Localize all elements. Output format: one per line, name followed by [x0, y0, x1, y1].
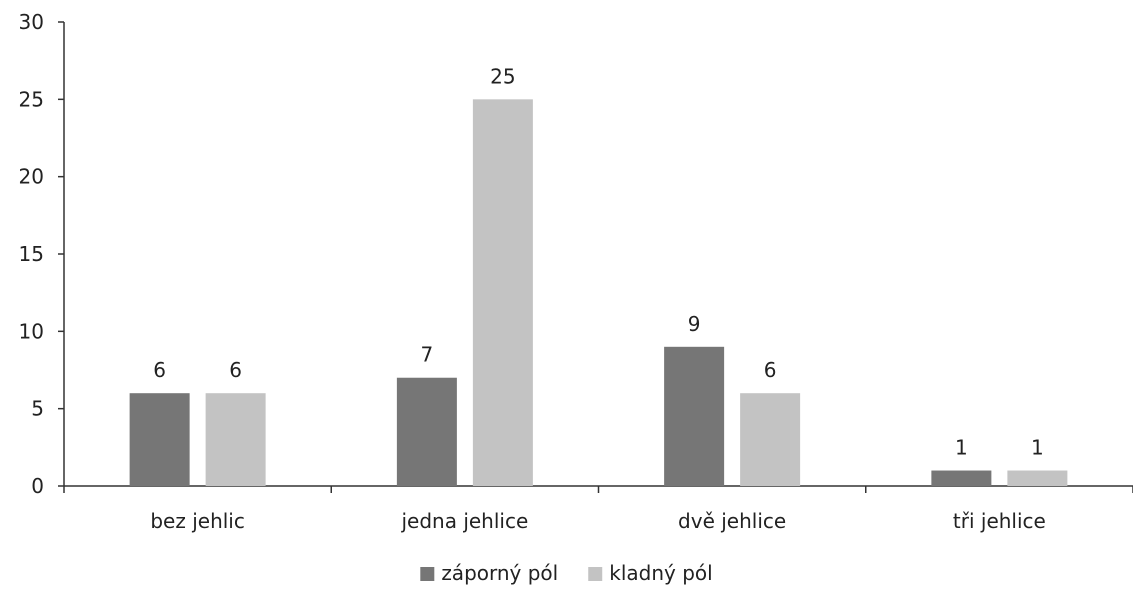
- y-tick-label: 0: [31, 474, 44, 498]
- bar: [396, 377, 457, 486]
- x-category-label: jedna jehlice: [400, 509, 528, 533]
- data-label: 6: [764, 358, 777, 382]
- legend-swatch: [588, 567, 603, 581]
- data-label: 1: [1031, 436, 1044, 460]
- data-label: 6: [229, 358, 242, 382]
- bar: [1007, 470, 1068, 486]
- x-axis: bez jehlic jedna jehlice dvě jehlice tři je…: [63, 485, 1133, 533]
- legend-item: kladný pól: [588, 561, 713, 585]
- bars: [129, 99, 1068, 486]
- x-category-label: dvě jehlice: [678, 509, 786, 533]
- bar: [740, 393, 801, 486]
- y-tick-label: 10: [19, 319, 44, 343]
- y-tick-label: 15: [19, 242, 44, 266]
- bar: [472, 99, 533, 486]
- data-labels: 6 6 7 25 9 6 1 1: [153, 64, 1043, 459]
- bar: [205, 393, 266, 486]
- y-axis: 0 5 10 15 20 25 30: [19, 10, 65, 498]
- bar: [664, 346, 725, 486]
- bar: [129, 393, 190, 486]
- y-tick-label: 30: [19, 10, 44, 34]
- legend: záporný pól kladný pól: [420, 561, 713, 585]
- y-tick-label: 20: [19, 165, 44, 189]
- legend-swatch: [420, 567, 435, 581]
- legend-item: záporný pól: [420, 561, 558, 585]
- legend-label: záporný pól: [441, 561, 558, 585]
- data-label: 1: [955, 436, 968, 460]
- x-category-label: tři jehlice: [953, 509, 1046, 533]
- data-label: 7: [421, 343, 434, 367]
- data-label: 9: [688, 312, 701, 336]
- y-tick-label: 5: [31, 397, 44, 421]
- x-category-label: bez jehlic: [150, 509, 245, 533]
- bar: [931, 470, 992, 486]
- data-label: 6: [153, 358, 166, 382]
- data-label: 25: [490, 64, 515, 88]
- y-tick-label: 25: [19, 87, 44, 111]
- legend-label: kladný pól: [609, 561, 712, 585]
